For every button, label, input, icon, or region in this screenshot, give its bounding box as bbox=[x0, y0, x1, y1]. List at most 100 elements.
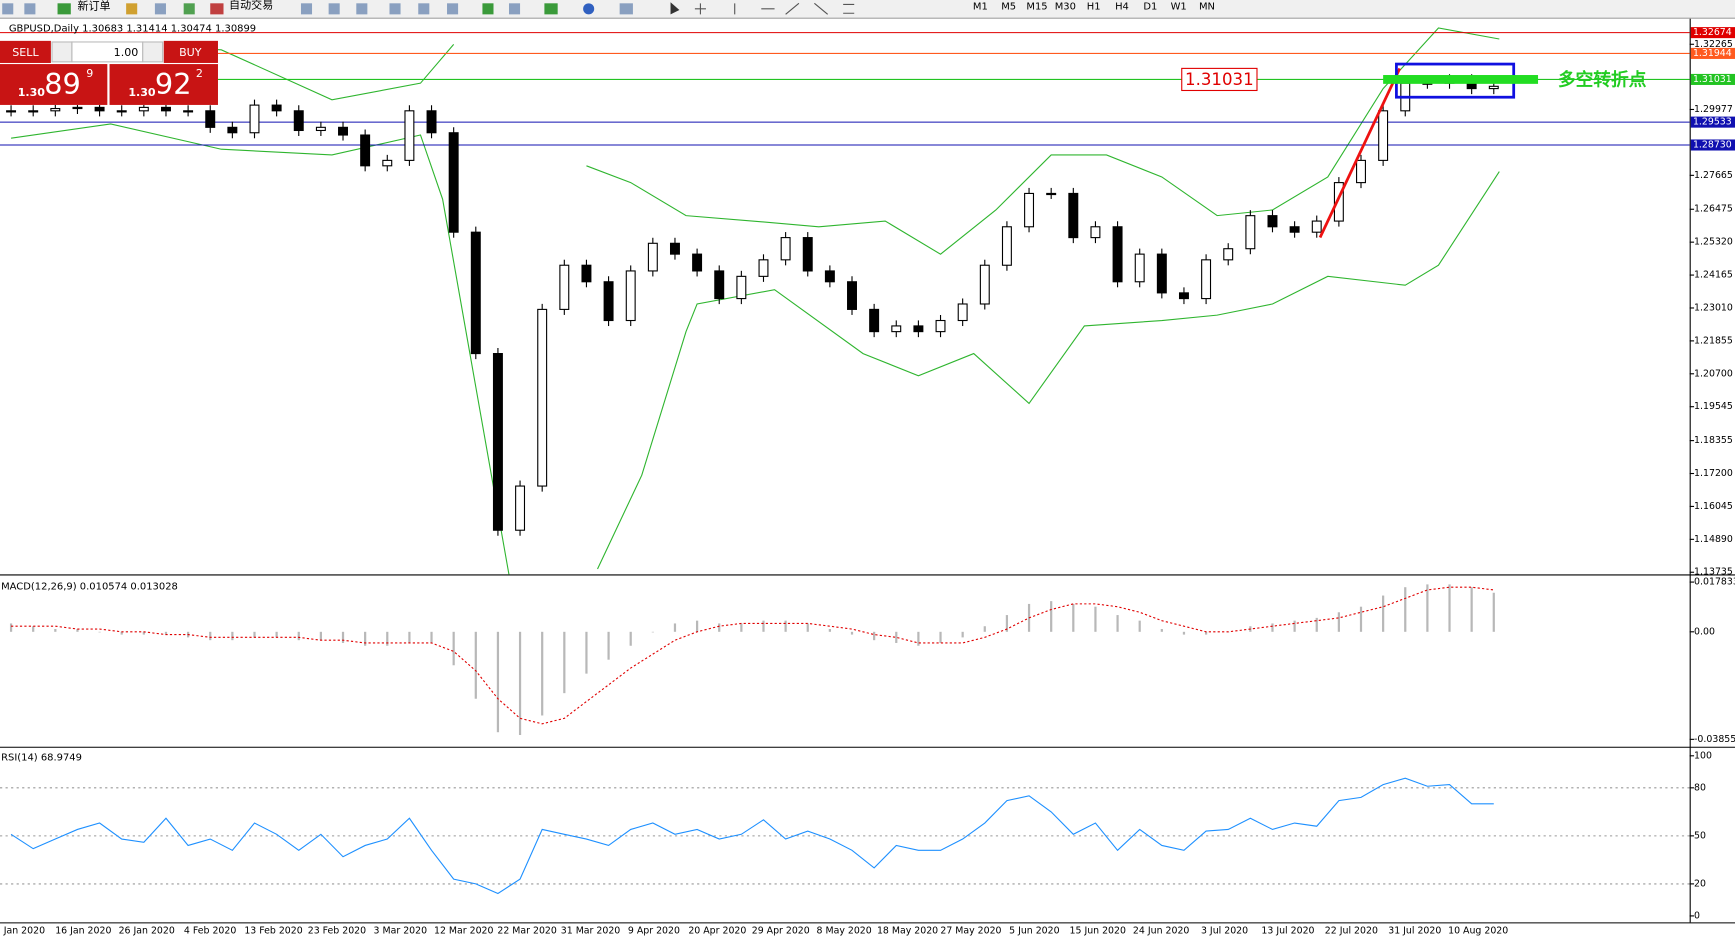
timeframe-button[interactable]: M30 bbox=[1055, 2, 1076, 13]
candle-body bbox=[1001, 226, 1012, 266]
macd-bar bbox=[1492, 592, 1495, 632]
x-tick-label: 29 Apr 2020 bbox=[752, 926, 810, 937]
macd-bar bbox=[430, 631, 433, 643]
annotation-text: 多空转折点 bbox=[1558, 69, 1647, 91]
timeframe-button[interactable]: M1 bbox=[973, 2, 988, 13]
timeframe-bar: M1 M5 M15 M30 H1 H4 D1 W1 MN bbox=[973, 2, 1215, 13]
x-tick-label: 31 Jul 2020 bbox=[1388, 926, 1441, 937]
macd-bar bbox=[1271, 623, 1274, 632]
timeframe-button[interactable]: M5 bbox=[1001, 2, 1016, 13]
candle-body bbox=[293, 110, 304, 132]
icon[interactable] bbox=[619, 3, 633, 15]
price-level-label: 1.31944 bbox=[1693, 48, 1732, 59]
sell-label[interactable]: SELL bbox=[12, 46, 39, 59]
candle-body bbox=[50, 107, 61, 112]
y-tick-label: 1.27665 bbox=[1694, 170, 1733, 181]
macd-bar bbox=[1072, 603, 1075, 632]
y-tick-label: 1.24165 bbox=[1694, 270, 1733, 281]
x-tick-label: 9 Apr 2020 bbox=[628, 926, 680, 937]
macd-bar bbox=[9, 623, 13, 632]
sell-button[interactable] bbox=[0, 40, 51, 63]
candle-body bbox=[1178, 292, 1189, 300]
macd-bar bbox=[1382, 595, 1385, 632]
lot-increase[interactable] bbox=[142, 41, 164, 63]
candle-body bbox=[72, 106, 83, 110]
timeframe-button[interactable]: MN bbox=[1199, 2, 1215, 13]
panel bbox=[9, 584, 1495, 735]
price-level-label: 1.29533 bbox=[1693, 117, 1732, 128]
candle-body bbox=[138, 106, 149, 112]
panel-title: RSI(14) 68.9749 bbox=[1, 753, 82, 764]
icon[interactable] bbox=[694, 2, 855, 15]
bollinger-band bbox=[10, 123, 1500, 575]
icon[interactable] bbox=[210, 3, 224, 15]
candle-body bbox=[647, 242, 658, 272]
icon[interactable] bbox=[328, 3, 340, 15]
icon[interactable] bbox=[583, 3, 595, 15]
candle-body bbox=[338, 126, 348, 136]
timeframe-button[interactable]: H4 bbox=[1115, 2, 1129, 13]
candle-body bbox=[891, 325, 902, 333]
x-tick-label: 8 May 2020 bbox=[817, 926, 872, 937]
buy-price-box[interactable] bbox=[109, 64, 218, 105]
macd-bar bbox=[1470, 587, 1473, 632]
timeframe-button[interactable]: D1 bbox=[1143, 2, 1157, 13]
timeframe-button[interactable]: W1 bbox=[1171, 2, 1187, 13]
icon[interactable] bbox=[2, 3, 14, 15]
icon[interactable] bbox=[482, 3, 494, 15]
candle-body bbox=[935, 319, 946, 333]
macd-bar bbox=[1160, 629, 1163, 632]
new-order-button[interactable]: 新订单 bbox=[77, 0, 110, 13]
toolbar-icons bbox=[2, 2, 855, 15]
macd-bar bbox=[452, 631, 455, 666]
icon[interactable] bbox=[57, 3, 71, 15]
icon[interactable] bbox=[418, 3, 430, 15]
candle-body bbox=[205, 110, 216, 128]
candle-body bbox=[758, 259, 769, 277]
candle-body bbox=[869, 308, 880, 333]
sell-price-box[interactable] bbox=[0, 64, 108, 105]
trade-panel: SELL 1.00 BUY 1.30 89 9 1.30 92 2 bbox=[0, 40, 218, 105]
macd-bar bbox=[961, 631, 964, 638]
icon[interactable] bbox=[154, 3, 166, 15]
candle-body bbox=[94, 106, 105, 112]
icon[interactable] bbox=[356, 3, 368, 15]
icon[interactable] bbox=[544, 3, 558, 15]
x-tick-label: 27 May 2020 bbox=[940, 926, 1001, 937]
macd-bar bbox=[983, 626, 986, 632]
macd-bar bbox=[629, 631, 632, 646]
macd-bar bbox=[1005, 615, 1009, 632]
icon[interactable] bbox=[508, 3, 521, 15]
auto-trading-button[interactable]: 自动交易 bbox=[229, 0, 273, 12]
y-tick-label: -0.038559 bbox=[1694, 734, 1735, 745]
candle-body bbox=[1134, 253, 1145, 283]
lot-decrease[interactable] bbox=[51, 41, 73, 63]
x-tick-label: 31 Mar 2020 bbox=[561, 926, 621, 937]
x-tick-label: 13 Feb 2020 bbox=[244, 926, 302, 937]
icon[interactable] bbox=[24, 3, 36, 15]
candle-body bbox=[979, 264, 990, 305]
icon[interactable] bbox=[389, 3, 401, 15]
timeframe-button[interactable]: H1 bbox=[1087, 2, 1101, 13]
icon[interactable] bbox=[126, 3, 138, 15]
timeframe-button[interactable]: M15 bbox=[1026, 2, 1047, 13]
icon[interactable] bbox=[670, 2, 680, 15]
icon[interactable] bbox=[300, 3, 313, 15]
x-tick-label: 23 Feb 2020 bbox=[308, 926, 366, 937]
y-tick-label: 1.29977 bbox=[1694, 104, 1733, 115]
buy-label[interactable]: BUY bbox=[179, 46, 202, 59]
macd-bar bbox=[1204, 631, 1208, 635]
x-tick-label: 26 Jan 2020 bbox=[119, 926, 175, 937]
x-tick-label: 22 Mar 2020 bbox=[497, 926, 557, 937]
chart-layer: 1.31031 多空转折点 GBPUSD,Daily 1.30683 1.31414… bbox=[0, 24, 1735, 937]
macd-bar bbox=[1448, 584, 1451, 632]
lot-value[interactable]: 1.00 bbox=[114, 46, 139, 59]
icon[interactable] bbox=[183, 3, 195, 15]
x-tick-label: 24 Jun 2020 bbox=[1133, 926, 1189, 937]
price-level-tag bbox=[1690, 139, 1735, 151]
y-tick-label: 1.26475 bbox=[1694, 204, 1733, 215]
icon[interactable] bbox=[447, 3, 459, 15]
buy-button[interactable] bbox=[163, 40, 218, 63]
turning-point-bar bbox=[1383, 75, 1539, 84]
macd-bar bbox=[142, 631, 145, 635]
